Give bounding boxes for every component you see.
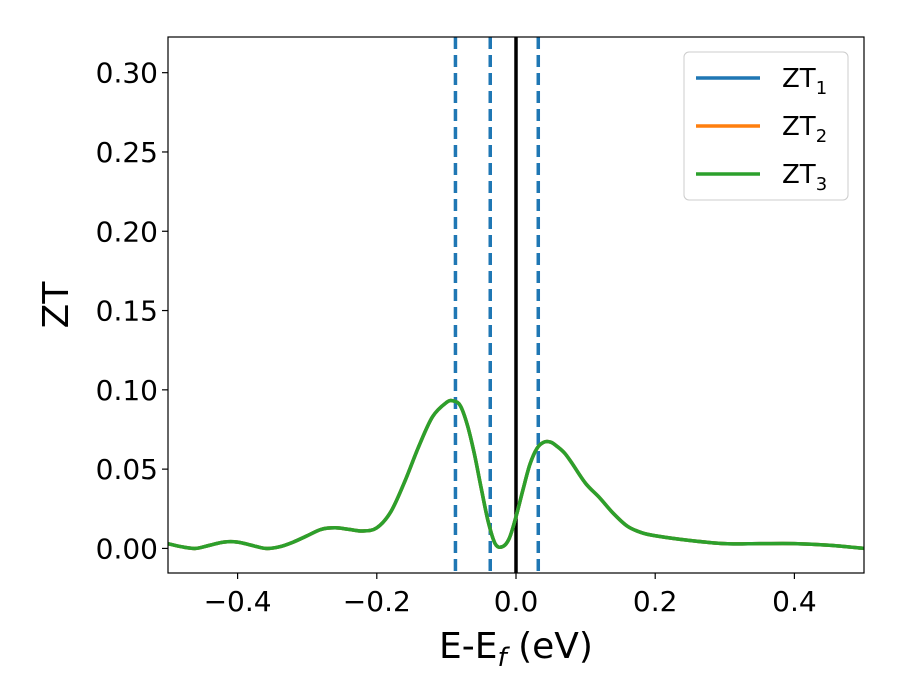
x-tick-label: −0.4 (204, 585, 272, 618)
x-tick-label: −0.2 (343, 585, 411, 618)
legend: ZT1 ZT2 ZT3 (683, 51, 849, 201)
y-tick-label: 0.20 (96, 215, 158, 248)
legend-label-zt1: ZT1 (782, 64, 827, 99)
y-tick-label: 0.10 (96, 374, 158, 407)
x-axis-title: E-Ef (eV) (439, 626, 593, 673)
legend-label-zt2: ZT2 (782, 112, 827, 147)
vertical-reference-lines (453, 37, 541, 573)
y-axis-title: ZT (36, 281, 77, 329)
legend-label-zt3: ZT3 (782, 160, 827, 195)
legend-box (683, 51, 849, 201)
series-line-zt3 (168, 398, 864, 551)
y-tick-label: 0.30 (96, 57, 158, 90)
x-tick-label: 0.4 (772, 585, 817, 618)
y-tick-label: 0.05 (96, 453, 158, 486)
y-axis: 0.00 0.05 0.10 0.15 0.20 0.25 0.30 (96, 57, 168, 565)
x-axis: −0.4 −0.2 0.0 0.2 0.4 (204, 573, 817, 618)
y-tick-label: 0.00 (96, 532, 158, 565)
x-tick-label: 0.2 (633, 585, 678, 618)
x-tick-label: 0.0 (494, 585, 539, 618)
series-layer (168, 398, 864, 551)
y-tick-label: 0.15 (96, 295, 158, 328)
y-tick-label: 0.25 (96, 136, 158, 169)
